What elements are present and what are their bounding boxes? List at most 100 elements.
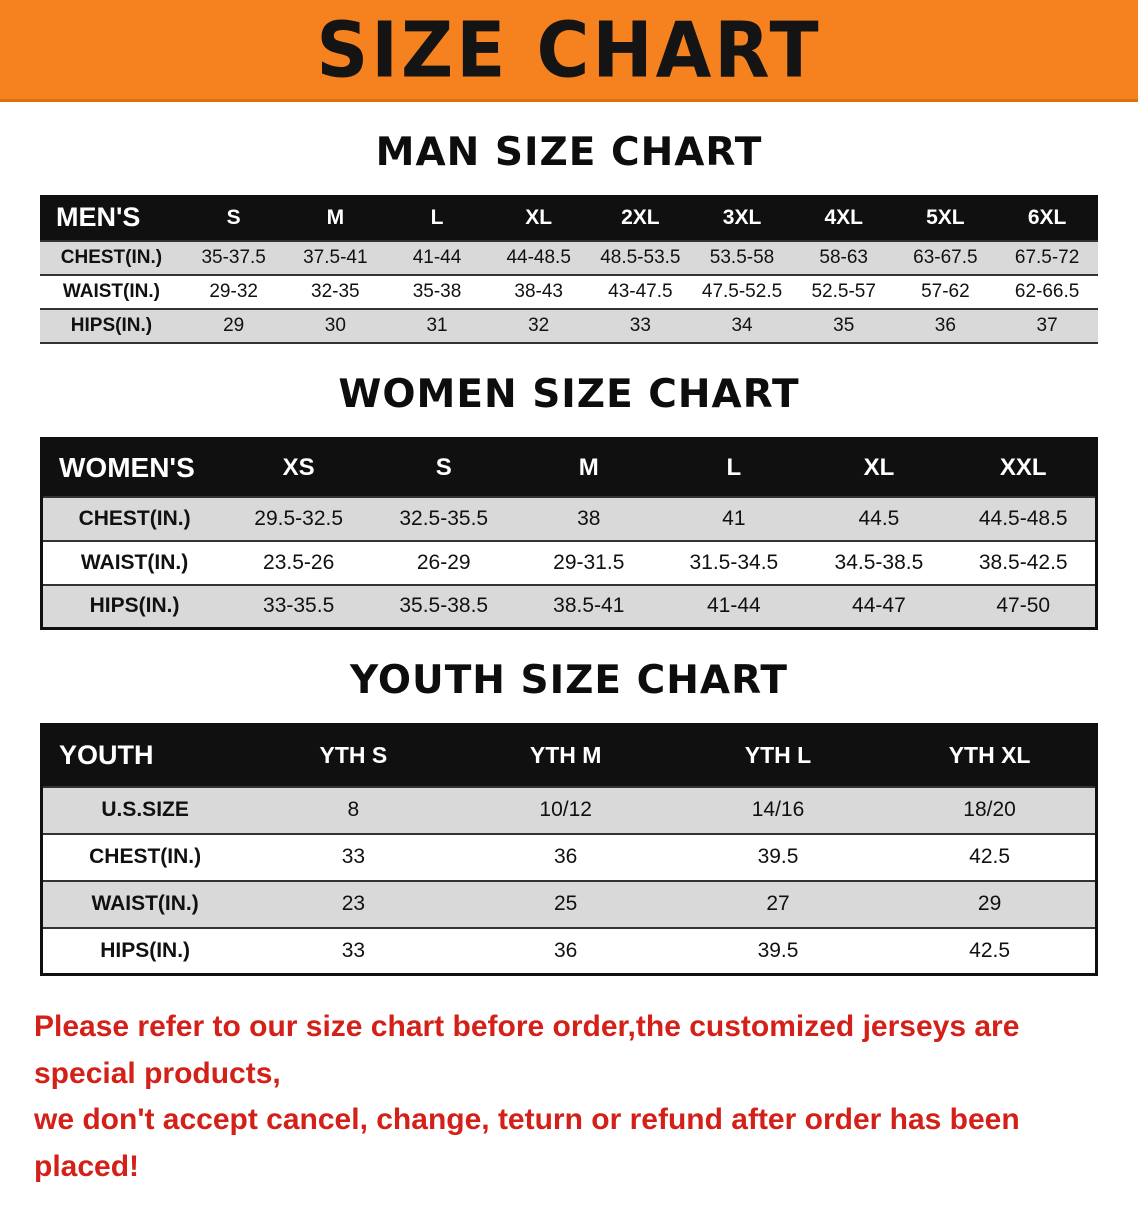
- size-header-cell: XS: [226, 438, 372, 497]
- value-cell: 52.5-57: [792, 274, 895, 310]
- size-header-cell: YTH S: [247, 724, 460, 787]
- size-header-cell: YTH XL: [884, 724, 1097, 787]
- disclaimer-line-1: Please refer to our size chart before or…: [34, 1010, 1020, 1090]
- value-cell: 34: [691, 308, 793, 344]
- value-cell: 8: [247, 785, 460, 835]
- value-cell: 38.5-42.5: [951, 539, 1097, 586]
- value-cell: 44-47: [806, 583, 952, 630]
- disclaimer-line-2: we don't accept cancel, change, teturn o…: [34, 1103, 1020, 1183]
- size-header-cell: L: [386, 195, 488, 241]
- size-header-cell: XL: [487, 195, 590, 241]
- size-header-cell: 5XL: [894, 195, 997, 241]
- table-title-cell: MEN'S: [40, 195, 183, 241]
- table-row: CHEST(IN.) 29.5-32.5 32.5-35.5 38 41 44.5 44.5…: [41, 495, 1097, 542]
- men-size-table: MEN'S S M L XL 2XL 3XL 4XL 5XL 6XL CHEST(IN.) 35-37…: [40, 195, 1098, 344]
- value-cell: 32: [487, 308, 590, 344]
- table-header-row: WOMEN'S XS S M L XL XXL: [41, 438, 1097, 497]
- value-cell: 10/12: [459, 785, 672, 835]
- value-cell: 26-29: [371, 539, 517, 586]
- value-cell: 44.5: [806, 495, 952, 542]
- table-row: CHEST(IN.) 33 36 39.5 42.5: [41, 832, 1097, 882]
- size-header-cell: XL: [806, 438, 952, 497]
- value-cell: 53.5-58: [691, 240, 793, 276]
- section-men: MAN SIZE CHART MEN'S S M L XL 2XL 3XL 4XL 5XL 6XL…: [0, 130, 1138, 344]
- row-label-cell: CHEST(IN.): [41, 832, 248, 882]
- table-title-cell: WOMEN'S: [41, 438, 227, 497]
- value-cell: 29: [884, 879, 1097, 929]
- row-label-cell: WAIST(IN.): [40, 274, 183, 310]
- value-cell: 44-48.5: [487, 240, 590, 276]
- row-label-cell: CHEST(IN.): [41, 495, 227, 542]
- value-cell: 67.5-72: [996, 240, 1098, 276]
- page-title: SIZE CHART: [316, 4, 822, 95]
- value-cell: 27: [671, 879, 885, 929]
- value-cell: 57-62: [894, 274, 997, 310]
- table-row: U.S.SIZE 8 10/12 14/16 18/20: [41, 785, 1097, 835]
- value-cell: 36: [459, 832, 672, 882]
- value-cell: 32.5-35.5: [371, 495, 517, 542]
- table-row: WAIST(IN.) 23.5-26 26-29 29-31.5 31.5-34.5 34…: [41, 539, 1097, 586]
- size-header-cell: M: [516, 438, 662, 497]
- value-cell: 37: [996, 308, 1098, 344]
- size-header-cell: L: [661, 438, 807, 497]
- value-cell: 14/16: [671, 785, 885, 835]
- size-header-cell: 6XL: [996, 195, 1098, 241]
- value-cell: 35: [792, 308, 895, 344]
- value-cell: 23: [247, 879, 460, 929]
- section-youth: YOUTH SIZE CHART YOUTH YTH S YTH M YTH L YTH…: [0, 658, 1138, 976]
- value-cell: 18/20: [884, 785, 1097, 835]
- value-cell: 25: [459, 879, 672, 929]
- youth-section-heading: YOUTH SIZE CHART: [350, 658, 788, 703]
- value-cell: 35-38: [386, 274, 488, 310]
- value-cell: 44.5-48.5: [951, 495, 1097, 542]
- value-cell: 29-32: [182, 274, 285, 310]
- value-cell: 29-31.5: [516, 539, 662, 586]
- value-cell: 30: [284, 308, 387, 344]
- size-header-cell: S: [182, 195, 285, 241]
- table-header-row: MEN'S S M L XL 2XL 3XL 4XL 5XL 6XL: [40, 195, 1098, 241]
- row-label-cell: HIPS(IN.): [41, 583, 227, 630]
- value-cell: 34.5-38.5: [806, 539, 952, 586]
- size-header-cell: 3XL: [691, 195, 793, 241]
- value-cell: 29: [182, 308, 285, 344]
- size-header-cell: YTH L: [671, 724, 885, 787]
- table-row: WAIST(IN.) 23 25 27 29: [41, 879, 1097, 929]
- value-cell: 42.5: [884, 926, 1097, 976]
- table-row: HIPS(IN.) 33-35.5 35.5-38.5 38.5-41 41-44 44-…: [41, 583, 1097, 630]
- value-cell: 38-43: [487, 274, 590, 310]
- value-cell: 42.5: [884, 832, 1097, 882]
- value-cell: 47-50: [951, 583, 1097, 630]
- row-label-cell: WAIST(IN.): [41, 879, 248, 929]
- value-cell: 38.5-41: [516, 583, 662, 630]
- table-row: HIPS(IN.) 29 30 31 32 33 34 35 36 37: [40, 308, 1098, 344]
- value-cell: 31: [386, 308, 488, 344]
- size-header-cell: 2XL: [589, 195, 692, 241]
- size-header-cell: YTH M: [459, 724, 672, 787]
- value-cell: 35-37.5: [182, 240, 285, 276]
- value-cell: 33: [589, 308, 692, 344]
- value-cell: 35.5-38.5: [371, 583, 517, 630]
- table-header-row: YOUTH YTH S YTH M YTH L YTH XL: [41, 724, 1097, 787]
- youth-size-table: YOUTH YTH S YTH M YTH L YTH XL U.S.SIZE 8 10/12…: [40, 723, 1098, 976]
- women-size-table: WOMEN'S XS S M L XL XXL CHEST(IN.) 29.5-32.5 32.5…: [40, 437, 1098, 630]
- size-header-cell: M: [284, 195, 387, 241]
- value-cell: 41-44: [386, 240, 488, 276]
- women-section-heading: WOMEN SIZE CHART: [338, 372, 800, 417]
- value-cell: 43-47.5: [589, 274, 692, 310]
- table-row: WAIST(IN.) 29-32 32-35 35-38 38-43 43-47.5 47.…: [40, 274, 1098, 310]
- section-women: WOMEN SIZE CHART WOMEN'S XS S M L XL XXL CHEST(…: [0, 372, 1138, 630]
- row-label-cell: HIPS(IN.): [41, 926, 248, 976]
- value-cell: 39.5: [671, 832, 885, 882]
- value-cell: 33-35.5: [226, 583, 372, 630]
- row-label-cell: CHEST(IN.): [40, 240, 183, 276]
- value-cell: 48.5-53.5: [589, 240, 692, 276]
- value-cell: 47.5-52.5: [691, 274, 793, 310]
- men-section-heading: MAN SIZE CHART: [375, 130, 763, 175]
- value-cell: 23.5-26: [226, 539, 372, 586]
- value-cell: 39.5: [671, 926, 885, 976]
- row-label-cell: HIPS(IN.): [40, 308, 183, 344]
- size-header-cell: S: [371, 438, 517, 497]
- value-cell: 38: [516, 495, 662, 542]
- table-title-cell: YOUTH: [41, 724, 248, 787]
